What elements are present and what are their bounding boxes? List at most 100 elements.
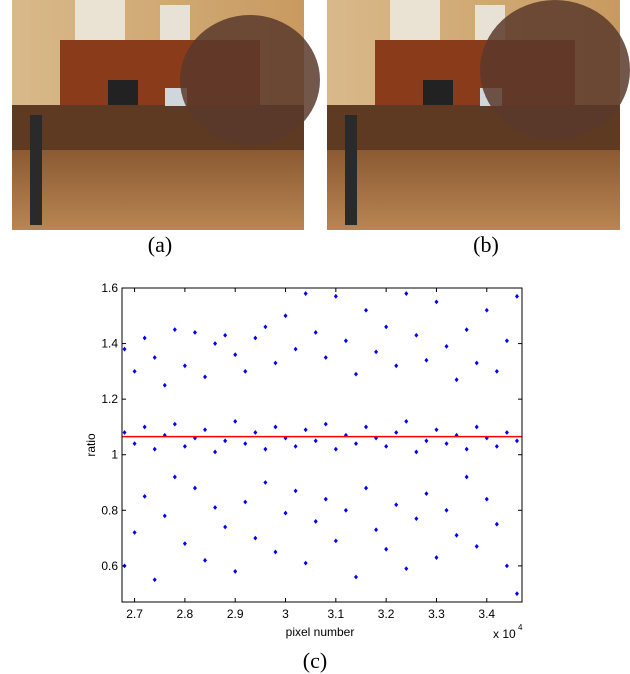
point (424, 438, 429, 444)
point (233, 569, 238, 574)
point (414, 516, 419, 522)
point (353, 371, 358, 377)
point (172, 474, 177, 480)
point (444, 441, 449, 447)
point (142, 494, 147, 499)
plot-area (122, 288, 522, 602)
x-tick-label: 2.7 (126, 607, 143, 621)
point (424, 491, 429, 497)
point (364, 424, 369, 430)
point (444, 343, 449, 349)
point (132, 368, 137, 374)
point (364, 307, 369, 313)
point (484, 496, 489, 502)
point (132, 530, 137, 535)
point (172, 421, 177, 427)
point (504, 338, 509, 344)
x-tick-label: 3.1 (327, 607, 344, 621)
point (464, 474, 469, 480)
point (192, 435, 197, 441)
point (243, 441, 248, 447)
point (253, 535, 258, 541)
x-tick-label: 2.9 (227, 607, 244, 621)
point (353, 441, 358, 447)
point (263, 480, 268, 485)
point (122, 430, 127, 435)
point (213, 449, 218, 455)
point (243, 368, 248, 374)
point (464, 327, 469, 333)
point (343, 338, 348, 344)
point (283, 510, 288, 516)
point (152, 446, 157, 452)
point (514, 293, 519, 299)
y-tick-label: 1.4 (101, 337, 118, 351)
point (313, 330, 318, 335)
point (283, 435, 288, 441)
point (213, 341, 218, 346)
point (444, 507, 449, 513)
point (494, 443, 499, 449)
point (253, 335, 258, 341)
x-axis-label: pixel number (286, 625, 355, 639)
y-tick-label: 0.8 (101, 503, 118, 517)
point (162, 382, 167, 388)
point (414, 332, 419, 338)
point (384, 443, 389, 449)
point (233, 352, 238, 358)
point (223, 524, 228, 530)
point (213, 505, 218, 510)
point (333, 538, 338, 544)
point (303, 560, 308, 566)
point (243, 499, 248, 505)
point (394, 502, 399, 508)
y-tick-label: 1.6 (101, 281, 118, 295)
point (182, 443, 187, 449)
y-axis-label: ratio (84, 433, 98, 457)
point (192, 330, 197, 335)
point (333, 293, 338, 299)
point (303, 291, 308, 296)
point (223, 438, 228, 444)
point (122, 346, 127, 352)
x-tick-label: 3 (282, 607, 289, 621)
point (384, 324, 389, 330)
point (343, 507, 348, 513)
point (323, 355, 328, 360)
point (162, 513, 167, 519)
point (273, 549, 278, 555)
point (494, 368, 499, 374)
point (323, 421, 328, 427)
y-tick-label: 0.6 (101, 559, 118, 573)
point (404, 291, 409, 296)
point (353, 574, 358, 580)
point (484, 435, 489, 441)
x-tick-label: 2.8 (177, 607, 194, 621)
photo-a (12, 0, 320, 230)
point (374, 349, 379, 355)
point (203, 374, 208, 380)
point (474, 424, 479, 430)
point (142, 424, 147, 430)
point (434, 299, 439, 305)
point (233, 418, 238, 424)
point (172, 327, 177, 333)
point (132, 441, 137, 447)
x-multiplier-exponent: 4 (518, 623, 523, 632)
point (273, 424, 278, 430)
y-tick-label: 1.2 (101, 392, 118, 406)
point (404, 418, 409, 424)
point (514, 438, 519, 444)
point (323, 496, 328, 502)
point (394, 430, 399, 435)
point (484, 307, 489, 313)
caption-c: (c) (303, 648, 327, 673)
point (424, 357, 429, 363)
point (293, 443, 298, 449)
x-multiplier: x 10 (493, 627, 516, 641)
point (152, 577, 157, 583)
point (283, 313, 288, 319)
point (313, 438, 318, 444)
point (464, 446, 469, 452)
